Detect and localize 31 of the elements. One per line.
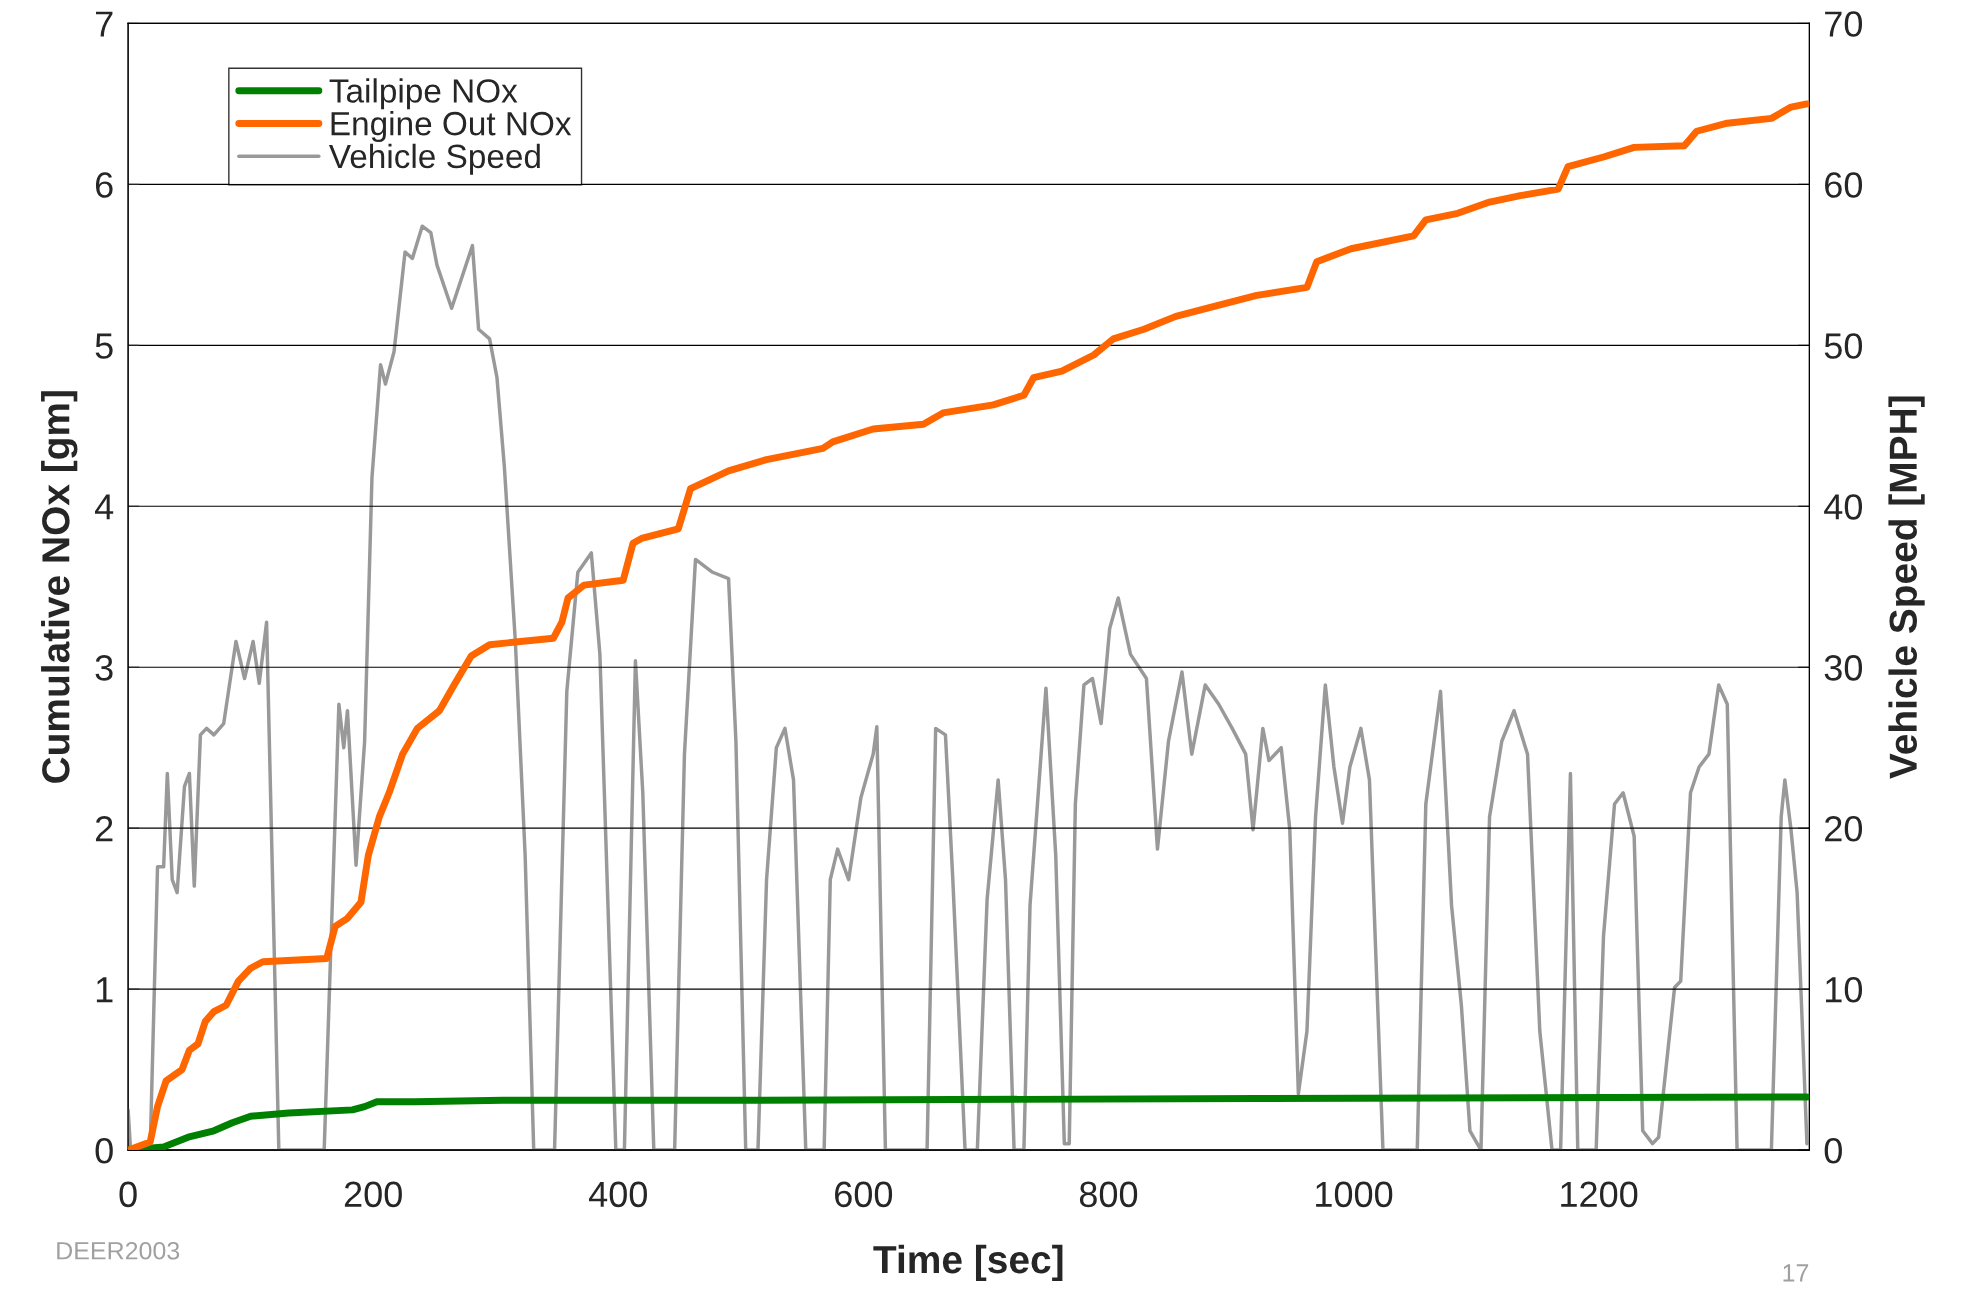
y-tick-label: 7 — [96, 11, 113, 37]
y-tick-label: 5 — [95, 333, 113, 359]
y-tick-label: 2 — [95, 816, 113, 842]
x-tick-label: 400 — [588, 1181, 647, 1208]
legend-label: Tailpipe NOx — [329, 78, 518, 110]
x-tick-label: 0 — [119, 1181, 137, 1208]
y2-tick-label: 60 — [1825, 172, 1863, 198]
y2-tick-label: 10 — [1826, 977, 1863, 1003]
y2-axis-title: Vehicle Speed [MPH] — [1888, 396, 1925, 779]
y2-tick-label: 50 — [1824, 333, 1863, 359]
y2-tick-label: 40 — [1824, 494, 1863, 520]
y-tick-label: 0 — [95, 1137, 113, 1164]
x-tick-label: 1200 — [1561, 1181, 1638, 1208]
y2-tick-label: 0 — [1824, 1137, 1842, 1164]
x-tick-label: 1000 — [1316, 1181, 1393, 1208]
text: 17 — [1783, 1264, 1809, 1282]
text: DEER2003 — [57, 1241, 180, 1260]
y-tick-label: 4 — [94, 494, 114, 520]
legend-label: Engine Out NOx — [331, 110, 572, 143]
y-axis-title: Cumulative NOx [gm] — [41, 391, 78, 783]
y-tick-label: 6 — [95, 172, 113, 198]
x-tick-label: 200 — [344, 1181, 402, 1208]
y-tick-label: 1 — [96, 977, 113, 1003]
x-tick-label: 800 — [1079, 1181, 1138, 1208]
y2-tick-label: 30 — [1824, 655, 1863, 681]
y-tick-label: 3 — [95, 655, 113, 681]
y2-tick-label: 20 — [1825, 816, 1863, 842]
y2-tick-label: 70 — [1825, 11, 1863, 37]
legend-label: Vehicle Speed — [328, 143, 540, 175]
x-axis-title: Time [sec] — [873, 1244, 1063, 1282]
x-tick-label: 600 — [835, 1181, 893, 1208]
